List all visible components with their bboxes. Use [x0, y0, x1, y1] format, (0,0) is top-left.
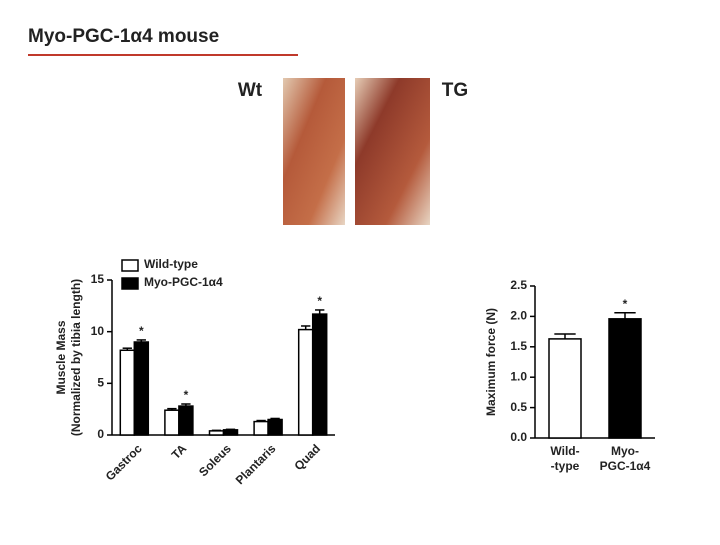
- bar: [253, 420, 269, 436]
- y-tick-label: 1.0: [510, 369, 527, 383]
- bar: [164, 409, 180, 436]
- photo-label: TG: [442, 80, 468, 101]
- y-tick-label: 0: [97, 427, 104, 441]
- bar: [119, 349, 136, 436]
- x-tick-label: Gastroc: [103, 441, 145, 483]
- legend-swatch: [121, 277, 139, 290]
- y-tick-label: 1.5: [510, 339, 527, 353]
- y-axis-label: (Normalized by tibia length): [69, 279, 83, 436]
- y-tick-label: 0.0: [510, 430, 527, 444]
- significance-mark: *: [317, 294, 322, 308]
- bar: [548, 338, 582, 439]
- bar: [311, 313, 328, 436]
- bar: [297, 328, 314, 436]
- x-tick-label: -type: [551, 459, 580, 473]
- y-tick-label: 2.5: [510, 278, 527, 292]
- y-tick-label: 0.5: [510, 400, 527, 414]
- legend-swatch: [121, 259, 139, 272]
- y-tick-label: 10: [91, 324, 105, 338]
- significance-mark: *: [184, 388, 189, 402]
- bar: [178, 405, 194, 436]
- bar: [222, 429, 239, 436]
- significance-mark: *: [139, 324, 144, 338]
- bar: [208, 430, 225, 436]
- legend-label: Myo-PGC-1α4: [144, 275, 223, 289]
- x-tick-label: Soleus: [196, 441, 234, 479]
- photo-label: Wt: [238, 80, 263, 101]
- slide-title: Myo-PGC-1α4 mouse: [28, 26, 219, 47]
- x-tick-label: Wild-: [550, 444, 579, 458]
- y-axis-label: Muscle Mass: [54, 320, 68, 394]
- x-tick-label: Myo-: [611, 444, 639, 458]
- wt-photo: [283, 78, 345, 225]
- y-tick-label: 2.0: [510, 309, 527, 323]
- legend-label: Wild-type: [144, 257, 198, 271]
- x-tick-label: Plantaris: [233, 441, 279, 487]
- x-tick-label: Quad: [291, 441, 323, 473]
- bar: [608, 318, 642, 439]
- significance-mark: *: [623, 297, 628, 311]
- y-tick-label: 15: [91, 272, 105, 286]
- x-tick-label: PGC-1α4: [600, 459, 651, 473]
- bar: [133, 341, 150, 436]
- bar: [267, 418, 283, 436]
- tg-photo: [355, 78, 430, 225]
- y-tick-label: 5: [97, 376, 104, 390]
- x-tick-label: TA: [169, 441, 190, 462]
- y-axis-label: Maximum force (N): [484, 308, 498, 416]
